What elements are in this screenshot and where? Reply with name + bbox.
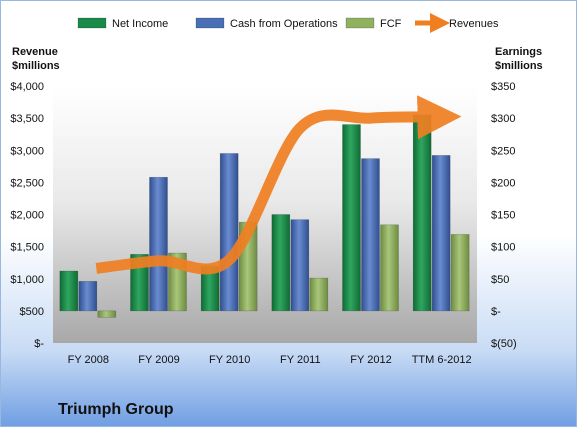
left-axis-ticks: $- $500 $1,000 $1,500 $2,000 $2,500 $3,000 $3,5… (10, 81, 44, 350)
bar-fcf-fy-2008 (97, 310, 117, 318)
category-label: FY 2011 (280, 354, 321, 366)
legend-label-revenues: Revenues (449, 18, 499, 30)
legend-label-fcf: FCF (380, 18, 402, 30)
bar-net-income-fy-2012 (342, 124, 361, 312)
legend-label-net-income: Net Income (112, 18, 168, 30)
bars (59, 114, 470, 318)
plot-area (53, 86, 477, 343)
category-label: FY 2012 (350, 354, 391, 366)
left-tick-label: $- (34, 338, 44, 350)
right-tick-label: $200 (491, 177, 515, 189)
left-tick-label: $3,000 (10, 145, 44, 157)
chart-title: Triumph Group (58, 401, 174, 418)
right-tick-label: $50 (491, 274, 509, 286)
left-axis-label-line2: $millions (12, 60, 60, 72)
bar-fcf-fy-2012 (380, 224, 399, 312)
right-tick-label: $100 (491, 242, 515, 254)
bar-net-income-fy-2011 (271, 214, 291, 312)
bar-cash-from-operations-fy-2011 (290, 219, 310, 312)
revenue-line-layer (95, 95, 462, 275)
legend-swatch-fcf (345, 17, 375, 29)
bar-cash-from-operations-fy-2010 (219, 153, 239, 312)
left-tick-label: $4,000 (10, 81, 44, 93)
category-label: FY 2009 (138, 354, 179, 366)
legend-swatch-net-income (77, 17, 107, 29)
right-tick-label: $250 (491, 145, 515, 157)
legend-swatch-cash-from-operations (195, 17, 225, 29)
right-axis-ticks: $(50) $- $50 $100 $150 $200 $250 $300 $350 (491, 81, 517, 350)
left-tick-label: $2,500 (10, 177, 44, 189)
right-tick-label: $(50) (491, 338, 517, 350)
right-axis-label-line1: Earnings (495, 46, 542, 58)
category-labels: FY 2008 FY 2009 FY 2010 FY 2011 FY 2012 TTM 6… (68, 354, 472, 366)
line-revenues (95, 95, 462, 275)
left-axis-label-line1: Revenue (12, 46, 58, 58)
category-label: FY 2008 (68, 354, 109, 366)
left-tick-label: $1,000 (10, 274, 44, 286)
legend: Net Income Cash from Operations FCF Revenue… (77, 13, 499, 33)
bar-fcf-fy-2011 (309, 277, 329, 312)
right-axis-label-line2: $millions (495, 60, 543, 72)
category-label: TTM 6-2012 (412, 354, 472, 366)
bar-cash-from-operations-fy-2009 (149, 176, 168, 312)
left-tick-label: $1,500 (10, 242, 44, 254)
right-tick-label: $300 (491, 113, 515, 125)
legend-label-cash-from-operations: Cash from Operations (230, 18, 338, 30)
right-tick-label: $350 (491, 81, 515, 93)
bar-cash-from-operations-fy-2008 (78, 281, 98, 312)
bar-fcf-ttm-6-2012 (450, 234, 470, 312)
right-tick-label: $150 (491, 210, 515, 222)
bar-cash-from-operations-ttm-6-2012 (431, 155, 451, 312)
left-tick-label: $2,000 (10, 210, 44, 222)
bar-cash-from-operations-fy-2012 (361, 158, 380, 312)
bar-net-income-fy-2008 (59, 270, 79, 312)
category-label: FY 2010 (209, 354, 250, 366)
bar-net-income-ttm-6-2012 (412, 114, 432, 312)
right-tick-label: $- (491, 306, 501, 318)
left-tick-label: $3,500 (10, 113, 44, 125)
left-tick-label: $500 (20, 306, 44, 318)
